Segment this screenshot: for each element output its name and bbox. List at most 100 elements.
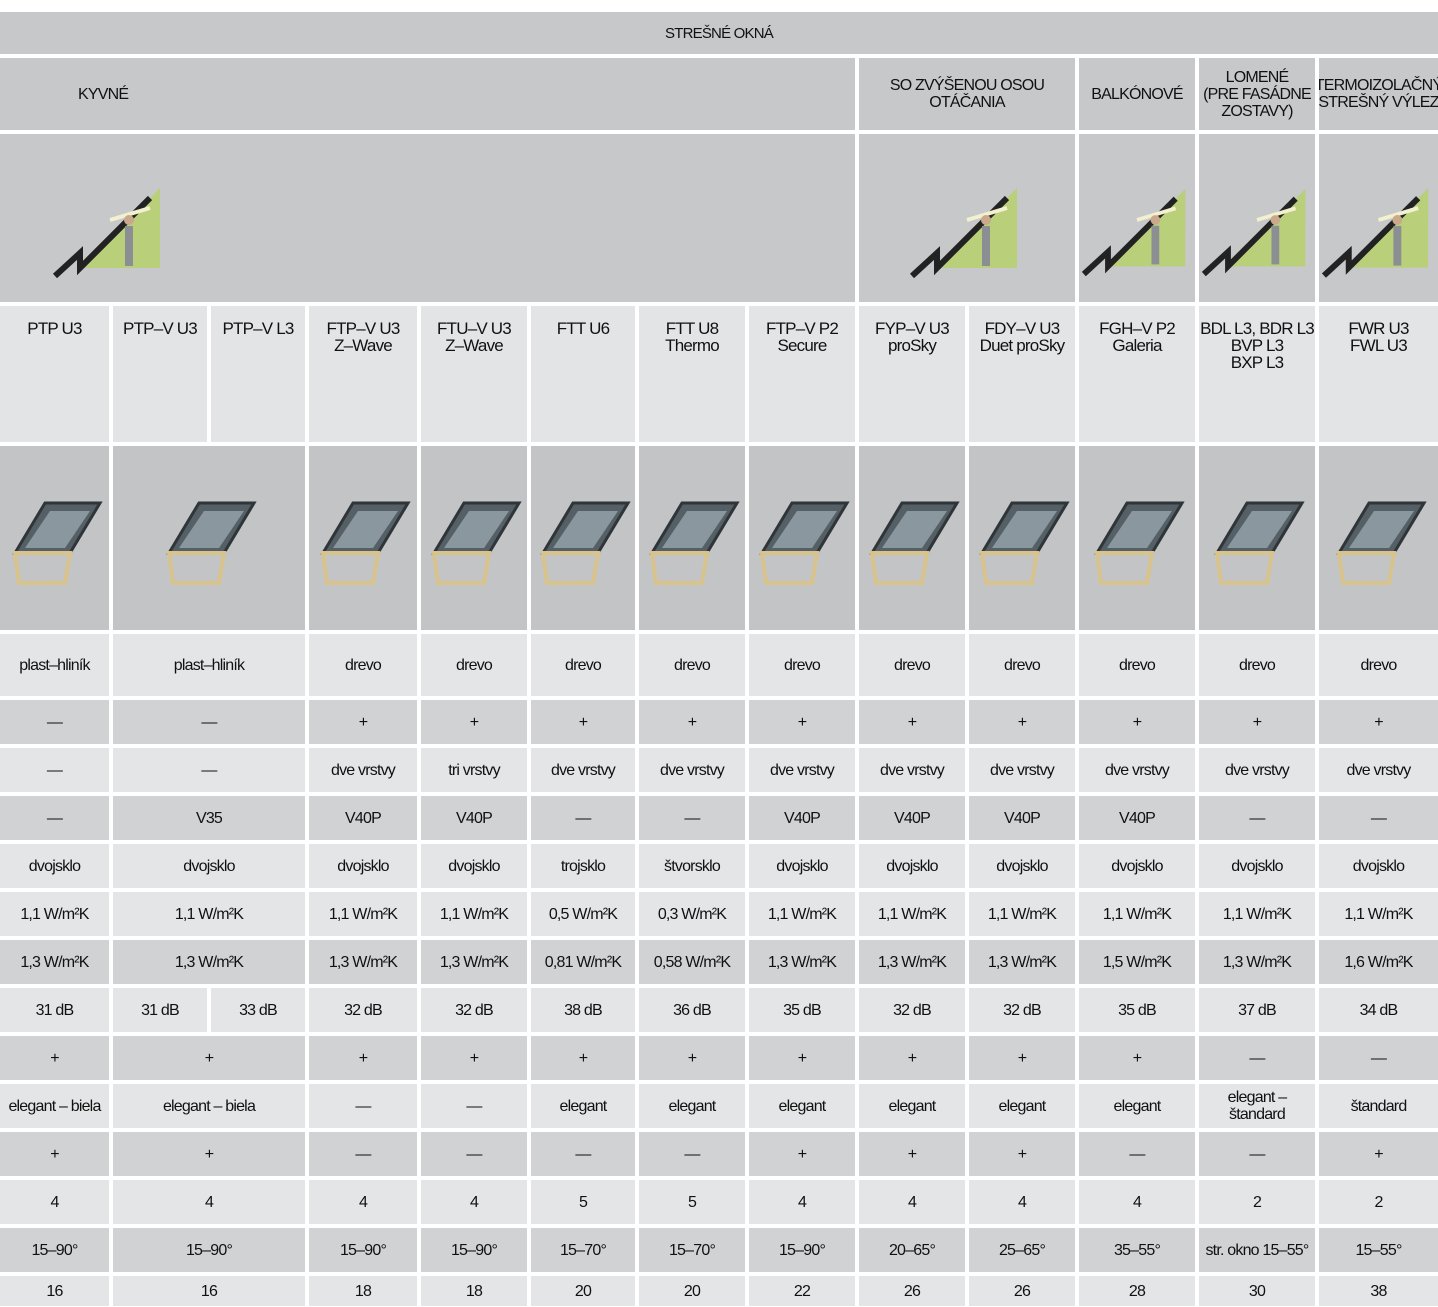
person-head (1271, 215, 1281, 225)
table-cell: 15–90° (749, 1228, 855, 1272)
table-cell: štvorsklo (639, 844, 745, 888)
table-cell: trojsklo (531, 844, 635, 888)
table-cell: V40P (1079, 796, 1195, 840)
model-name: FYP–V U3 proSky (859, 306, 965, 442)
table-cell: 2 (1319, 1180, 1438, 1224)
table-cell: 31 dB (113, 988, 207, 1032)
table-cell: 15–70° (639, 1228, 745, 1272)
table-cell: drevo (1079, 634, 1195, 696)
table-cell: 34 dB (1319, 988, 1438, 1032)
table-cell: 15–90° (0, 1228, 109, 1272)
table-cell: + (969, 1036, 1075, 1080)
product-photo (639, 446, 745, 630)
table-cell: 1,3 W/m²K (421, 940, 527, 984)
table-cell: 1,1 W/m²K (1199, 892, 1315, 936)
table-cell: — (1199, 1132, 1315, 1176)
window-drawing (972, 483, 1072, 593)
window-drawing (159, 483, 259, 593)
table-cell: 1,3 W/m²K (749, 940, 855, 984)
table-cell: 32 dB (969, 988, 1075, 1032)
table-cell: — (0, 796, 109, 840)
table-cell: 1,5 W/m²K (1079, 940, 1195, 984)
table-cell: + (859, 1132, 965, 1176)
table-cell: + (1079, 700, 1195, 744)
model-name: FTP–V U3 Z–Wave (309, 306, 417, 442)
table-cell: 1,1 W/m²K (309, 892, 417, 936)
table-cell: + (639, 1036, 745, 1080)
table-cell: 4 (1079, 1180, 1195, 1224)
category-header: SO ZVÝŠENOU OSOU OTÁČANIA (859, 58, 1075, 130)
table-cell: — (639, 796, 745, 840)
illustration (0, 134, 855, 302)
table-cell: dvojsklo (1199, 844, 1315, 888)
table-cell: 36 dB (639, 988, 745, 1032)
table-cell: + (421, 700, 527, 744)
window-drawing (1207, 483, 1307, 593)
table-cell: elegant (859, 1084, 965, 1128)
table-cell: + (749, 700, 855, 744)
page: Strešné okná {"header": {"title": "STREŠ… (0, 0, 1438, 1307)
frame (543, 553, 598, 583)
table-cell: 4 (309, 1180, 417, 1224)
table-cell: 0,3 W/m²K (639, 892, 745, 936)
illustration (1319, 134, 1438, 302)
table-cell: 5 (531, 1180, 635, 1224)
table-cell: dvojsklo (421, 844, 527, 888)
table-cell: drevo (749, 634, 855, 696)
table-cell: V40P (421, 796, 527, 840)
table-cell: — (421, 1132, 527, 1176)
table-cell: dvojsklo (113, 844, 305, 888)
table-cell: 35 dB (749, 988, 855, 1032)
table-cell: + (531, 700, 635, 744)
person (1272, 226, 1280, 265)
window-drawing (424, 483, 524, 593)
table-cell: + (309, 1036, 417, 1080)
table-cell: elegant – biela (0, 1084, 109, 1128)
table-cell: 18 (421, 1276, 527, 1306)
table-cell: V40P (859, 796, 965, 840)
room-illustration (1079, 158, 1195, 278)
model-name: PTP U3 (0, 306, 109, 442)
product-photo (1319, 446, 1438, 630)
model-name: FTT U6 (531, 306, 635, 442)
model-name: FDY–V U3 Duet proSky (969, 306, 1075, 442)
window-drawing (1087, 483, 1187, 593)
table-cell: štandard (1319, 1084, 1438, 1128)
table-cell: + (1319, 1132, 1438, 1176)
table-cell: 32 dB (421, 988, 527, 1032)
table-cell: + (1079, 1036, 1195, 1080)
category-header: LOMENÉ (PRE FASÁDNE ZOSTAVY) (1199, 58, 1315, 130)
table-cell: 4 (113, 1180, 305, 1224)
table-cell: 22 (749, 1276, 855, 1306)
table-cell: dve vrstvy (1319, 748, 1438, 792)
frame (982, 553, 1037, 583)
product-photo (0, 446, 109, 630)
person-head (981, 215, 991, 225)
room-illustration (907, 158, 1027, 278)
table-cell: V40P (309, 796, 417, 840)
illustration (859, 134, 1075, 302)
table-cell: drevo (1319, 634, 1438, 696)
model-name: FTP–V P2 Secure (749, 306, 855, 442)
table-cell: 18 (309, 1276, 417, 1306)
person (1152, 226, 1160, 265)
table-cell: — (1199, 1036, 1315, 1080)
table-cell: dve vrstvy (531, 748, 635, 792)
table-cell: elegant – štandard (1199, 1084, 1315, 1128)
table-cell: 1,1 W/m²K (859, 892, 965, 936)
table-cell: 31 dB (0, 988, 109, 1032)
table-cell: dve vrstvy (1079, 748, 1195, 792)
illustration (1199, 134, 1315, 302)
table-cell: tri vrstvy (421, 748, 527, 792)
table-cell: + (969, 1132, 1075, 1176)
table-cell: 1,6 W/m²K (1319, 940, 1438, 984)
person-head (1151, 215, 1161, 225)
table-cell: — (309, 1084, 417, 1128)
table-cell: drevo (969, 634, 1075, 696)
table-cell: V40P (749, 796, 855, 840)
table-cell: 35–55° (1079, 1228, 1195, 1272)
table-cell: drevo (309, 634, 417, 696)
model-name: PTP–V U3 (113, 306, 207, 442)
table-cell: dve vrstvy (309, 748, 417, 792)
